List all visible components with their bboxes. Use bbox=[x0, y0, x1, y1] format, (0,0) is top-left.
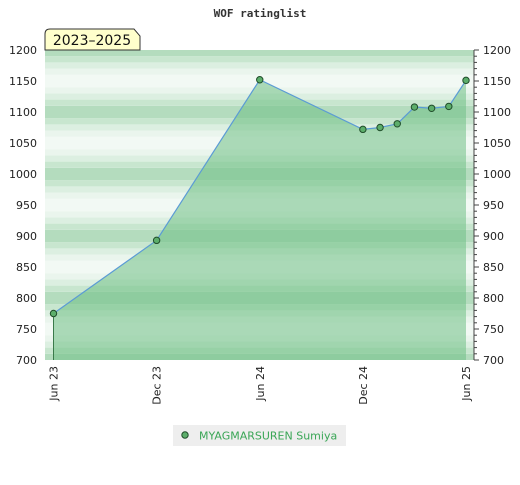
x-tick-label: Jun 23 bbox=[48, 366, 61, 402]
data-markers bbox=[49, 76, 470, 318]
data-point-marker bbox=[256, 76, 264, 84]
period-badge: 2023–2025 bbox=[44, 28, 141, 51]
data-point-marker bbox=[152, 236, 161, 245]
y-tick-label-left: 900 bbox=[16, 230, 37, 243]
y-tick-label-left: 1000 bbox=[9, 168, 37, 181]
legend[interactable]: MYAGMARSUREN Sumiya bbox=[173, 425, 346, 446]
y-tick-label-right: 1050 bbox=[483, 137, 511, 150]
data-point-marker bbox=[49, 309, 58, 318]
data-point-marker bbox=[359, 125, 367, 134]
y-tick-label-right: 850 bbox=[483, 261, 504, 274]
data-point-marker bbox=[376, 123, 384, 132]
y-tick-label-left: 800 bbox=[16, 292, 37, 305]
series-area bbox=[53, 79, 466, 360]
y-tick-label-right: 1100 bbox=[483, 106, 511, 119]
period-badge-label: 2023–2025 bbox=[53, 33, 131, 49]
data-point-marker bbox=[427, 104, 436, 112]
background-band bbox=[45, 68, 474, 75]
y-tick-label-right: 1150 bbox=[483, 75, 511, 88]
data-point-marker bbox=[410, 103, 419, 111]
background-band bbox=[45, 50, 474, 57]
period-badge-shape bbox=[44, 28, 141, 51]
y-tick-label-left: 1150 bbox=[9, 75, 37, 88]
x-tick-label: Jun 24 bbox=[254, 366, 267, 402]
legend-label: MYAGMARSUREN Sumiya bbox=[199, 430, 337, 443]
y-tick-label-left: 750 bbox=[16, 323, 37, 336]
y-tick-label-left: 1100 bbox=[9, 106, 37, 119]
background-band bbox=[45, 56, 474, 63]
legend-marker-icon bbox=[181, 431, 189, 439]
chart-title: WOF ratinglist bbox=[214, 7, 307, 20]
data-point-marker bbox=[462, 76, 470, 85]
y-tick-label-left: 1200 bbox=[9, 44, 37, 57]
y-tick-label-right: 900 bbox=[483, 230, 504, 243]
data-point-marker bbox=[445, 102, 453, 111]
y-tick-label-right: 800 bbox=[483, 292, 504, 305]
x-tick-label: Dec 24 bbox=[357, 366, 370, 405]
x-tick-label: Jun 25 bbox=[460, 366, 473, 402]
axes: 700 700 750 750 800 800 850 850 900 900 950 950 1000… bbox=[9, 44, 511, 405]
y-tick-label-left: 700 bbox=[16, 354, 37, 367]
y-tick-label-right: 750 bbox=[483, 323, 504, 336]
y-tick-label-right: 1200 bbox=[483, 44, 511, 57]
y-tick-label-right: 700 bbox=[483, 354, 504, 367]
legend-box bbox=[173, 425, 346, 446]
background-band bbox=[45, 62, 474, 69]
series-line bbox=[53, 78, 467, 314]
y-tick-label-left: 1050 bbox=[9, 137, 37, 150]
x-tick-label: Dec 23 bbox=[151, 366, 164, 405]
data-point-marker bbox=[393, 120, 401, 128]
area-layer bbox=[53, 78, 467, 360]
y-tick-label-right: 950 bbox=[483, 199, 504, 212]
y-tick-label-left: 950 bbox=[16, 199, 37, 212]
y-tick-label-right: 1000 bbox=[483, 168, 511, 181]
y-tick-label-left: 850 bbox=[16, 261, 37, 274]
